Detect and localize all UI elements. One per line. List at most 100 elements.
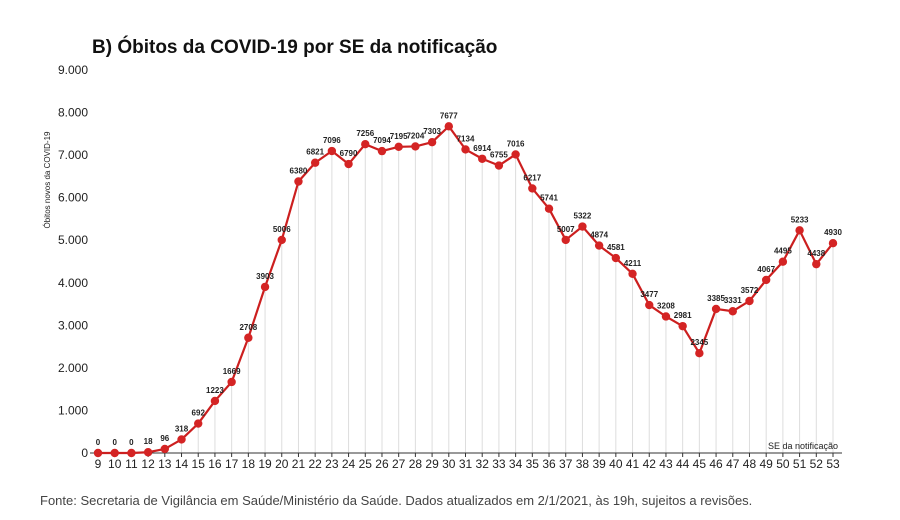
- x-tick-label: 18: [242, 457, 256, 471]
- x-tick-label: 25: [359, 457, 373, 471]
- data-label: 692: [192, 409, 206, 418]
- x-tick-label: 42: [643, 457, 657, 471]
- data-label: 0: [129, 438, 134, 447]
- data-point: [661, 312, 671, 321]
- data-label: 5233: [791, 215, 809, 224]
- x-tick-label: 26: [375, 457, 389, 471]
- data-point: [828, 239, 838, 248]
- data-point: [93, 448, 103, 458]
- x-tick-label: 30: [442, 457, 456, 471]
- x-tick-label: 37: [559, 457, 573, 471]
- y-tick-label: 0: [81, 446, 88, 460]
- y-tick-label: 8.000: [58, 106, 88, 120]
- data-point: [628, 269, 637, 278]
- data-label: 3572: [741, 286, 759, 295]
- x-tick-label: 20: [275, 457, 289, 471]
- y-tick-label: 4.000: [58, 276, 88, 290]
- x-tick-label: 32: [476, 457, 490, 471]
- data-point: [194, 419, 203, 428]
- data-label: 2981: [674, 311, 692, 320]
- data-point: [177, 435, 186, 444]
- x-tick-label: 35: [526, 457, 540, 471]
- data-label: 6217: [523, 173, 541, 182]
- data-label: 7094: [373, 136, 391, 145]
- data-point: [695, 349, 704, 358]
- data-label: 4874: [590, 231, 608, 240]
- data-label: 7256: [356, 129, 374, 138]
- x-tick-label: 9: [95, 457, 102, 471]
- data-point: [143, 448, 153, 457]
- data-label: 4067: [757, 265, 775, 274]
- data-label: 3903: [256, 272, 274, 281]
- x-tick-label: 15: [192, 457, 206, 471]
- y-tick-label: 2.000: [58, 361, 88, 375]
- x-tick-label: 40: [609, 457, 623, 471]
- data-point: [244, 333, 253, 342]
- data-point: [711, 304, 721, 314]
- y-axis-label: Óbitos novos da COVID-19: [43, 131, 52, 228]
- data-label: 3331: [724, 296, 742, 305]
- data-label: 0: [112, 438, 117, 447]
- x-tick-label: 45: [693, 457, 707, 471]
- data-point: [528, 184, 537, 193]
- data-label: 96: [160, 434, 169, 443]
- data-point: [394, 142, 403, 152]
- data-point: [561, 235, 570, 245]
- data-point: [227, 377, 236, 387]
- data-point: [110, 448, 119, 458]
- x-tick-label: 39: [592, 457, 606, 471]
- x-tick-label: 43: [659, 457, 673, 471]
- x-tick-label: 47: [726, 457, 740, 471]
- x-tick-label: 13: [158, 457, 172, 471]
- data-point: [511, 150, 520, 159]
- x-tick-label: 49: [760, 457, 774, 471]
- data-point: [127, 448, 136, 458]
- data-label: 6821: [306, 148, 324, 157]
- data-point: [160, 444, 170, 454]
- data-label: 2708: [239, 323, 257, 332]
- data-label: 5322: [574, 212, 592, 221]
- data-label: 6380: [290, 166, 308, 175]
- data-point: [728, 307, 737, 316]
- data-point: [427, 138, 437, 147]
- x-tick-label: 31: [459, 457, 473, 471]
- x-tick-label: 36: [542, 457, 556, 471]
- data-label: 7677: [440, 111, 458, 120]
- x-tick-label: 21: [292, 457, 306, 471]
- x-tick-label: 34: [509, 457, 523, 471]
- data-label: 7195: [390, 132, 408, 141]
- data-label: 3477: [640, 290, 658, 299]
- data-label: 2345: [690, 338, 708, 347]
- x-tick-label: 53: [826, 457, 840, 471]
- data-point: [210, 396, 220, 406]
- x-tick-label: 33: [492, 457, 506, 471]
- source-note: Fonte: Secretaria de Vigilância em Saúde…: [40, 493, 752, 508]
- data-point: [494, 161, 504, 170]
- x-tick-label: 27: [392, 457, 406, 471]
- data-point: [260, 282, 270, 292]
- data-point: [611, 253, 621, 263]
- data-label: 5741: [540, 194, 558, 203]
- data-point: [327, 146, 337, 156]
- data-label: 7134: [457, 134, 475, 143]
- data-point: [745, 296, 754, 306]
- data-label: 7016: [507, 139, 525, 148]
- x-tick-label: 52: [810, 457, 824, 471]
- x-tick-label: 46: [709, 457, 723, 471]
- data-label: 5006: [273, 225, 291, 234]
- data-point: [377, 146, 387, 156]
- data-markers: [93, 122, 838, 458]
- y-tick-label: 1.000: [58, 403, 88, 417]
- x-tick-label: 44: [676, 457, 690, 471]
- x-tick-label: 10: [108, 457, 122, 471]
- y-tick-label: 5.000: [58, 233, 88, 247]
- data-label: 3385: [707, 294, 725, 303]
- data-label: 7303: [423, 127, 441, 136]
- data-point: [277, 235, 286, 245]
- y-tick-label: 7.000: [58, 148, 88, 162]
- x-tick-label: 23: [325, 457, 339, 471]
- data-point: [795, 226, 804, 235]
- x-tick-label: 24: [342, 457, 356, 471]
